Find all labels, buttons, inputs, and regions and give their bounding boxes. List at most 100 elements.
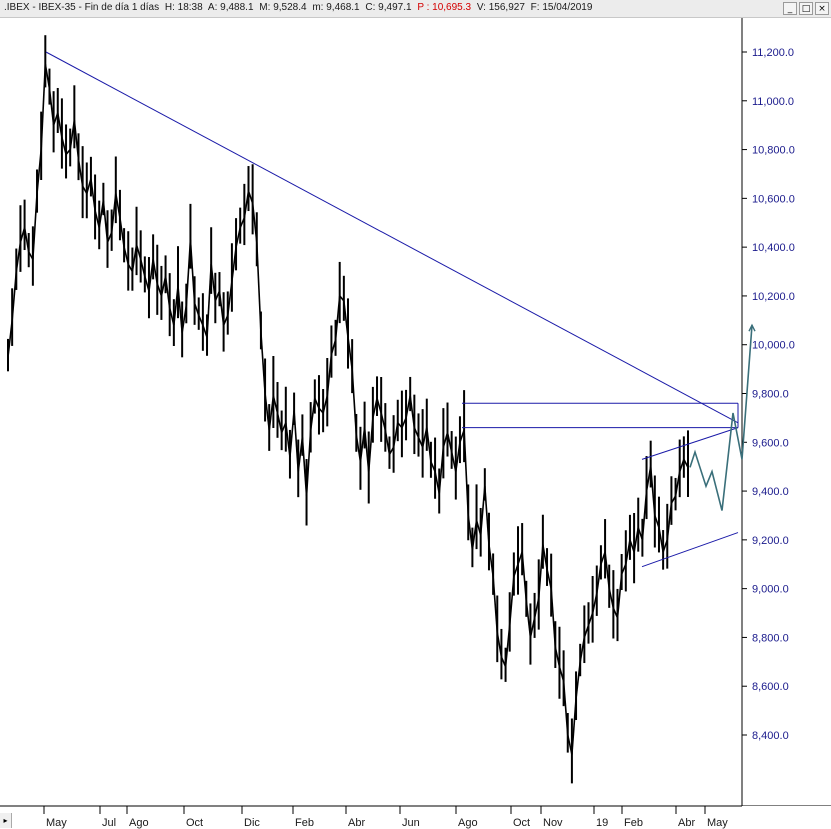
price-segment (388, 446, 395, 455)
price-segment (139, 259, 146, 277)
price-segment (127, 263, 134, 272)
price-segment (662, 539, 669, 553)
price-segment (633, 527, 640, 553)
maximize-button[interactable]: □ (799, 2, 813, 15)
price-segment (106, 232, 113, 243)
price-segment (301, 437, 308, 497)
price-segment (334, 295, 341, 340)
price-segment (479, 486, 486, 536)
price-segment (222, 315, 229, 326)
price-segment (351, 369, 358, 436)
h-label: H: (164, 2, 175, 13)
price-segment (455, 442, 461, 472)
window-controls: _ □ × (783, 2, 829, 15)
x-tick-label: Abr (678, 817, 695, 829)
p-value: 10,695.3 (432, 2, 472, 13)
x-tick-label: Feb (624, 817, 643, 829)
price-segment (637, 527, 644, 541)
price-segment (670, 495, 677, 504)
y-tick-label: 9,000.0 (752, 584, 789, 596)
price-segment (566, 734, 573, 755)
price-segment (658, 527, 664, 553)
mm-value: 9,468.1 (326, 2, 360, 13)
price-segment (629, 539, 635, 553)
price-segment (251, 203, 258, 243)
x-tick-label: Oct (186, 817, 203, 829)
quote-info: .IBEX - IBEX-35 - Fin de día 1 días H: 1… (4, 2, 595, 13)
a-value: 9,488.1 (220, 2, 254, 13)
y-tick-label: 8,400.0 (752, 730, 789, 742)
price-segment (330, 339, 337, 355)
x-tick-label: Oct (513, 817, 530, 829)
price-segment (36, 149, 42, 194)
price-segment (32, 193, 38, 260)
price-segment (73, 120, 80, 160)
x-tick-label: Dic (244, 817, 260, 829)
price-segment (649, 466, 656, 516)
price-segment (289, 410, 295, 457)
price-segment (102, 200, 109, 243)
price-segment (484, 486, 490, 545)
price-segment (285, 422, 291, 458)
scroll-left-icon[interactable]: ▸ (0, 813, 12, 828)
price-segment (347, 337, 353, 370)
price-segment (272, 395, 279, 414)
price-segment (500, 656, 507, 668)
price-segment (517, 551, 523, 565)
price-segment (575, 661, 581, 699)
price-segment (438, 447, 445, 494)
price-segment (376, 398, 382, 414)
price-segment (537, 544, 544, 599)
p-label: P : (417, 2, 430, 13)
price-segment (197, 315, 204, 326)
price-segment (115, 193, 121, 219)
price-segment (571, 698, 577, 755)
price-segment (384, 429, 391, 455)
price-segment (86, 178, 92, 194)
price-segment (11, 271, 18, 321)
minimize-button[interactable]: _ (783, 2, 797, 15)
a-label: A: (207, 2, 218, 13)
downtrend-line (45, 51, 739, 424)
price-segment (152, 259, 159, 284)
x-tick-label: Nov (543, 817, 563, 829)
price-segment (210, 264, 217, 301)
price-segment (119, 217, 125, 248)
price-segment (529, 617, 536, 638)
price-segment (206, 264, 212, 338)
x-tick-label: Feb (295, 817, 314, 829)
price-segment (202, 324, 208, 338)
price-segment (372, 398, 378, 419)
price-segment (7, 320, 13, 358)
price-segment (504, 625, 511, 667)
close-button[interactable]: × (815, 2, 829, 15)
v-value: 156,927 (488, 2, 525, 13)
channel-lower-line (641, 532, 739, 568)
price-segment (612, 607, 619, 619)
price-segment (579, 637, 586, 662)
title-bar[interactable]: .IBEX - IBEX-35 - Fin de día 1 días H: 1… (0, 0, 831, 18)
y-tick-label: 10,400.0 (752, 242, 795, 254)
y-tick-label: 10,000.0 (752, 340, 795, 352)
price-segment (305, 430, 312, 497)
x-tick-label: Ago (129, 817, 149, 829)
symbol-label: .IBEX - IBEX-35 - Fin de día 1 días (4, 2, 160, 13)
price-segment (533, 598, 540, 619)
price-segment (243, 190, 250, 218)
price-segment (81, 185, 88, 194)
x-tick-label: 19 (596, 817, 608, 829)
price-segment (525, 600, 532, 638)
price-segment (65, 149, 71, 155)
price-segment (268, 395, 275, 431)
price-segment (293, 410, 300, 472)
price-segment (260, 332, 266, 394)
price-segment (558, 666, 565, 682)
price-segment (189, 239, 196, 304)
price-segment (392, 422, 399, 448)
x-tick-label: Jun (402, 817, 420, 829)
y-tick-label: 10,200.0 (752, 291, 795, 303)
price-segment (678, 459, 685, 472)
x-tick-label: Abr (348, 817, 365, 829)
price-segment (56, 112, 63, 138)
